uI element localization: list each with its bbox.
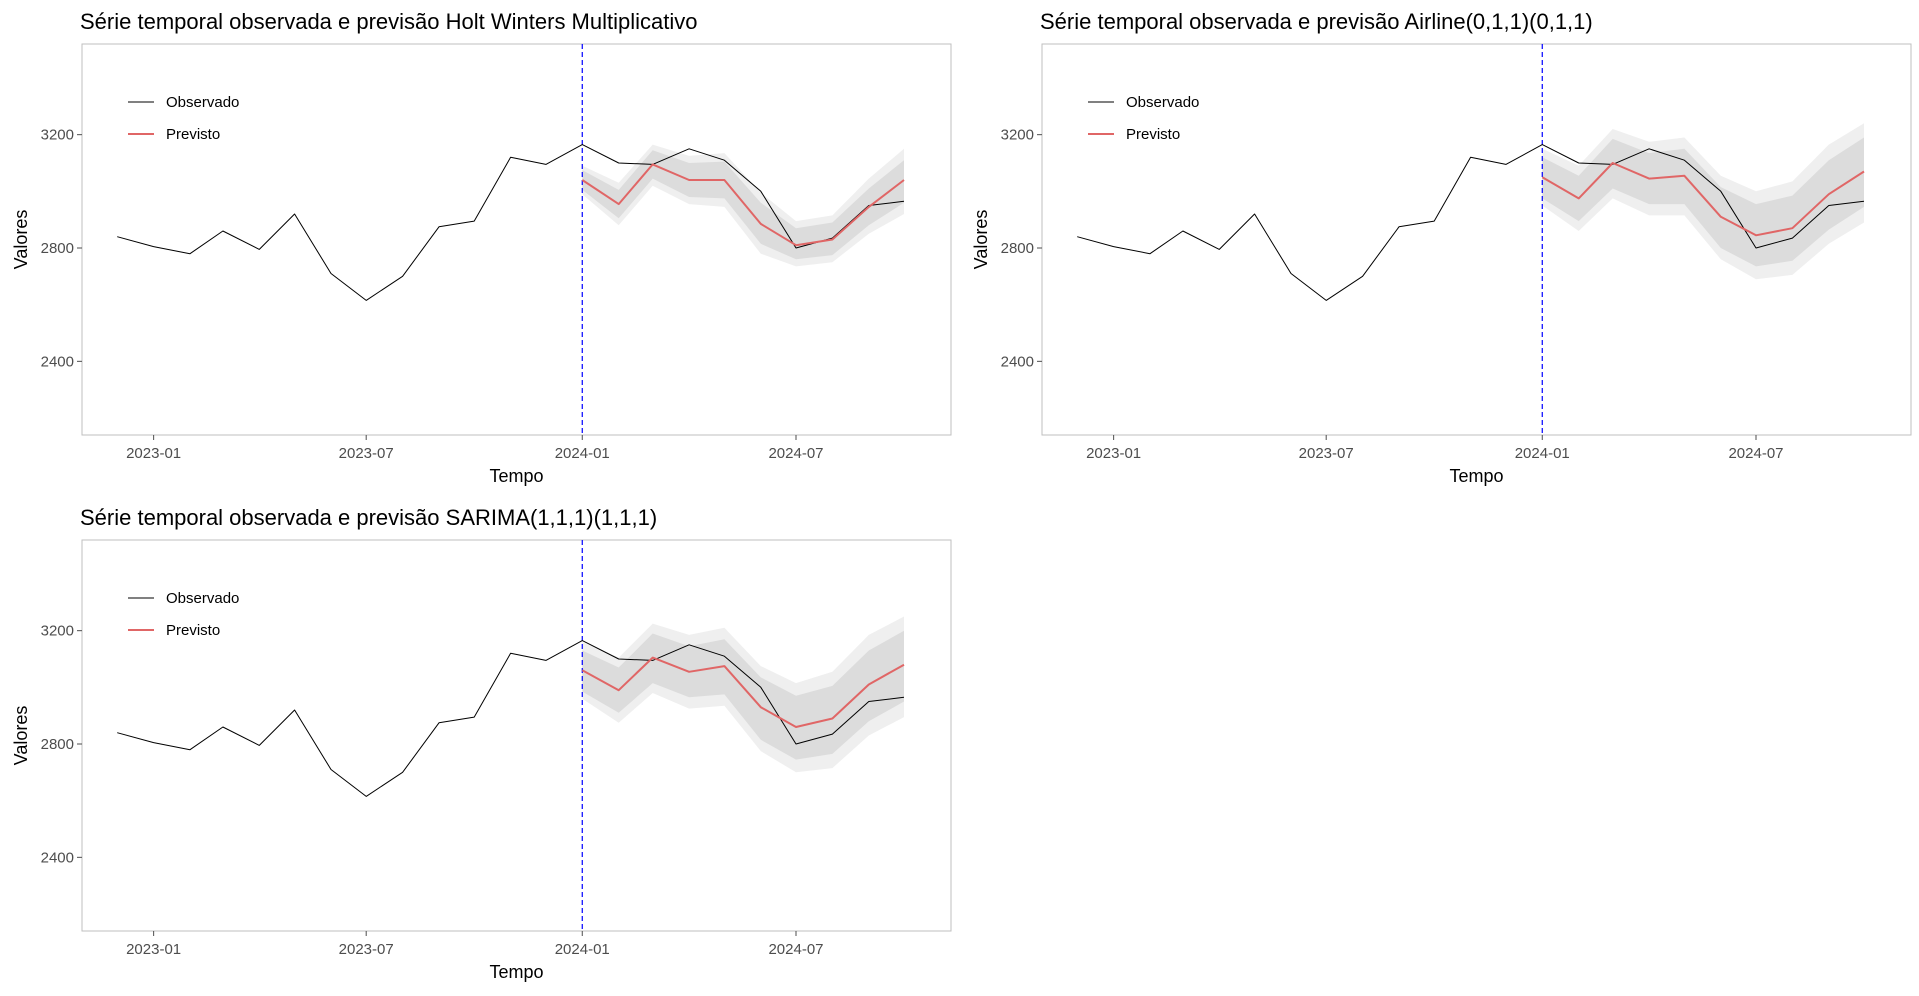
x-tick-label: 2023-07 bbox=[339, 445, 394, 462]
legend-label-observado: Observado bbox=[166, 590, 239, 607]
y-tick-label: 3200 bbox=[41, 623, 74, 640]
x-tick-label: 2023-01 bbox=[126, 445, 181, 462]
y-axis-label: Valores bbox=[11, 706, 31, 766]
x-tick-label: 2023-01 bbox=[1086, 445, 1141, 462]
x-tick-label: 2023-07 bbox=[1299, 445, 1354, 462]
chart-svg-0: Série temporal observada e previsão Holt… bbox=[0, 0, 959, 496]
legend-label-observado: Observado bbox=[1126, 94, 1199, 111]
chart-svg-2: Série temporal observada e previsão SARI… bbox=[0, 496, 959, 991]
chart-title: Série temporal observada e previsão Holt… bbox=[80, 9, 697, 34]
legend-label-previsto: Previsto bbox=[1126, 126, 1180, 143]
chart-holt-winters: Série temporal observada e previsão Holt… bbox=[0, 0, 959, 496]
y-tick-label: 3200 bbox=[1001, 127, 1034, 144]
y-tick-label: 2800 bbox=[1001, 240, 1034, 257]
y-tick-label: 2800 bbox=[41, 240, 74, 257]
x-tick-label: 2024-07 bbox=[768, 445, 823, 462]
chart-airline: Série temporal observada e previsão Airl… bbox=[960, 0, 1919, 496]
y-axis-label: Valores bbox=[11, 210, 31, 270]
y-tick-label: 2400 bbox=[41, 849, 74, 866]
y-tick-label: 2400 bbox=[1001, 353, 1034, 370]
y-tick-label: 3200 bbox=[41, 127, 74, 144]
x-tick-label: 2023-01 bbox=[126, 941, 181, 958]
x-axis-label: Tempo bbox=[1449, 466, 1503, 486]
y-tick-label: 2800 bbox=[41, 736, 74, 753]
chart-title: Série temporal observada e previsão Airl… bbox=[1040, 9, 1593, 34]
legend-label-previsto: Previsto bbox=[166, 126, 220, 143]
chart-sarima: Série temporal observada e previsão SARI… bbox=[0, 496, 959, 991]
legend-label-previsto: Previsto bbox=[166, 622, 220, 639]
x-tick-label: 2024-01 bbox=[1515, 445, 1570, 462]
x-tick-label: 2024-01 bbox=[555, 941, 610, 958]
chart-title: Série temporal observada e previsão SARI… bbox=[80, 505, 657, 530]
y-tick-label: 2400 bbox=[41, 353, 74, 370]
x-axis-label: Tempo bbox=[489, 466, 543, 486]
x-tick-label: 2024-01 bbox=[555, 445, 610, 462]
legend-label-observado: Observado bbox=[166, 94, 239, 111]
x-tick-label: 2023-07 bbox=[339, 941, 394, 958]
x-tick-label: 2024-07 bbox=[1728, 445, 1783, 462]
x-axis-label: Tempo bbox=[489, 962, 543, 982]
y-axis-label: Valores bbox=[971, 210, 991, 270]
chart-svg-1: Série temporal observada e previsão Airl… bbox=[960, 0, 1919, 496]
x-tick-label: 2024-07 bbox=[768, 941, 823, 958]
